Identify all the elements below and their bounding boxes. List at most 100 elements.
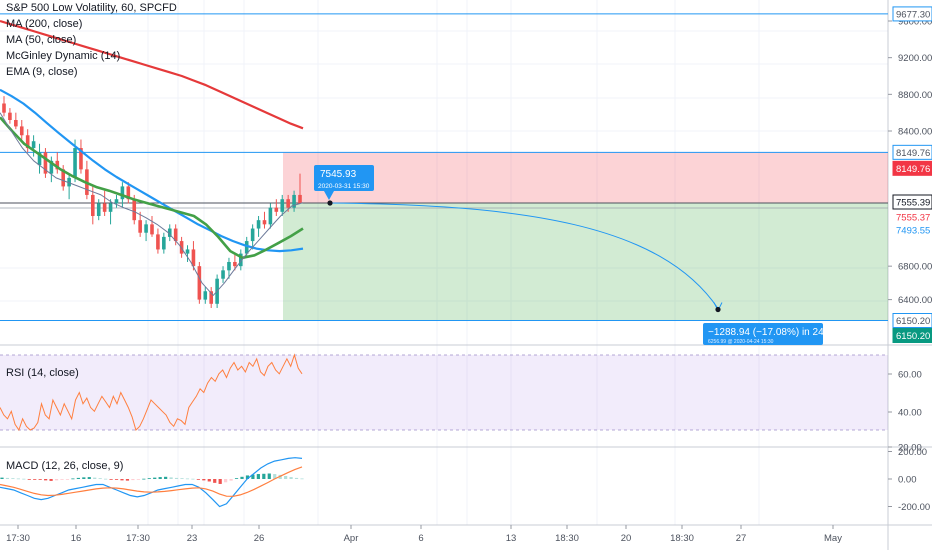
macd-histogram-bar[interactable] xyxy=(207,479,211,482)
candle-body[interactable] xyxy=(197,266,202,300)
ma200-line[interactable] xyxy=(0,19,304,130)
macd-histogram-bar[interactable] xyxy=(27,479,31,480)
main-price-pane[interactable]: 7545.93 2020-03-31 15:30 −1288.94 (−17.08%… xyxy=(0,13,888,345)
candle-body[interactable] xyxy=(156,234,160,250)
price-label-box[interactable] xyxy=(892,194,932,210)
indicator-ma200[interactable]: MA (200, close) xyxy=(6,18,83,30)
macd-histogram-bar[interactable] xyxy=(71,478,75,480)
candle-body[interactable] xyxy=(286,199,290,208)
macd-histogram-bar[interactable] xyxy=(218,479,222,484)
candle-body[interactable] xyxy=(162,236,166,250)
profit-target-zone[interactable] xyxy=(283,203,888,321)
macd-histogram-bar[interactable] xyxy=(213,479,217,483)
candle-body[interactable] xyxy=(55,160,60,170)
candle-body[interactable] xyxy=(8,112,12,120)
macd-histogram-bar[interactable] xyxy=(196,479,200,480)
ema9-line[interactable] xyxy=(0,112,304,296)
candle-body[interactable] xyxy=(298,194,302,204)
macd-histogram-bar[interactable] xyxy=(114,479,119,480)
candle-body[interactable] xyxy=(173,228,178,242)
rsi-title[interactable]: RSI (14, close) xyxy=(6,367,79,379)
candle-body[interactable] xyxy=(227,261,231,271)
signal-line[interactable] xyxy=(0,466,303,497)
macd-histogram-bar[interactable] xyxy=(49,479,53,481)
forecast-path[interactable] xyxy=(329,202,719,309)
rsi-pane[interactable] xyxy=(0,353,888,432)
macd-histogram-bar[interactable] xyxy=(33,479,37,480)
candle-body[interactable] xyxy=(144,224,148,233)
macd-histogram-bar[interactable] xyxy=(229,479,233,481)
candle-body[interactable] xyxy=(2,103,6,113)
macd-pane[interactable] xyxy=(0,457,304,508)
candle-body[interactable] xyxy=(37,152,42,166)
candle-body[interactable] xyxy=(280,199,285,212)
macd-histogram-bar[interactable] xyxy=(245,475,250,479)
macd-histogram-bar[interactable] xyxy=(38,479,42,480)
macd-histogram-bar[interactable] xyxy=(273,474,277,479)
candle-body[interactable] xyxy=(239,253,243,267)
macd-histogram-bar[interactable] xyxy=(136,479,140,480)
candle-body[interactable] xyxy=(73,148,77,178)
indicator-mcginley[interactable]: McGinley Dynamic (14) xyxy=(6,50,121,62)
macd-histogram-bar[interactable] xyxy=(251,474,255,479)
macd-histogram-bar[interactable] xyxy=(54,479,59,481)
candle-body[interactable] xyxy=(191,249,196,267)
candle-body[interactable] xyxy=(250,228,255,242)
macd-histogram-bar[interactable] xyxy=(224,479,228,483)
macd-histogram-bar[interactable] xyxy=(65,479,70,480)
exit-point[interactable] xyxy=(715,306,721,313)
macd-histogram-bar[interactable] xyxy=(125,479,130,481)
macd-histogram-bar[interactable] xyxy=(5,477,10,479)
macd-histogram-bar[interactable] xyxy=(289,477,293,479)
symbol-title[interactable]: S&P 500 Low Volatility, 60, SPCFD xyxy=(6,2,177,14)
price-label-box[interactable] xyxy=(892,6,932,22)
macd-histogram-bar[interactable] xyxy=(44,479,48,481)
entry-point[interactable] xyxy=(327,200,333,206)
macd-histogram-bar[interactable] xyxy=(142,478,146,480)
macd-histogram-bar[interactable] xyxy=(294,477,299,479)
macd-histogram-bar[interactable] xyxy=(191,478,195,480)
candle-body[interactable] xyxy=(108,203,113,212)
candle-body[interactable] xyxy=(179,241,184,254)
candle-body[interactable] xyxy=(126,186,131,200)
macd-histogram-bar[interactable] xyxy=(300,478,304,480)
candle-body[interactable] xyxy=(244,241,249,254)
candle-body[interactable] xyxy=(274,207,279,212)
macd-histogram-bar[interactable] xyxy=(262,473,266,479)
entry-callout[interactable] xyxy=(314,165,374,191)
candle-body[interactable] xyxy=(102,203,107,212)
candle-body[interactable] xyxy=(79,148,83,170)
price-label-box[interactable] xyxy=(893,210,932,224)
candle-body[interactable] xyxy=(120,186,125,200)
macd-histogram-bar[interactable] xyxy=(164,476,168,479)
candle-body[interactable] xyxy=(19,126,24,136)
candle-body[interactable] xyxy=(132,199,137,221)
macd-histogram-bar[interactable] xyxy=(104,478,108,480)
candle-body[interactable] xyxy=(91,194,95,216)
macd-histogram-bar[interactable] xyxy=(267,473,271,480)
macd-histogram-bar[interactable] xyxy=(76,477,80,479)
candle-body[interactable] xyxy=(96,203,101,216)
price-label-box[interactable] xyxy=(892,328,932,343)
macd-histogram-bar[interactable] xyxy=(22,478,26,480)
candle-body[interactable] xyxy=(114,199,119,204)
price-axis[interactable]: 9600.00 9200.00 8800.00 8400.00 6800.00 6400.… xyxy=(888,6,932,513)
macd-histogram-bar[interactable] xyxy=(180,478,184,479)
macd-histogram-bar[interactable] xyxy=(131,479,135,481)
candle-body[interactable] xyxy=(25,135,30,149)
stop-loss-zone[interactable] xyxy=(283,152,888,203)
result-callout[interactable] xyxy=(703,323,823,345)
macd-histogram-bar[interactable] xyxy=(185,478,190,480)
time-axis[interactable]: 17:30 16 17:30 23 26 Apr 6 13 18:30 20 18:30 27 May xyxy=(6,525,842,544)
price-label-box[interactable] xyxy=(892,313,932,328)
macd-histogram-bar[interactable] xyxy=(174,477,179,479)
candle-body[interactable] xyxy=(138,220,142,233)
price-label-box[interactable] xyxy=(892,160,932,176)
macd-histogram-bar[interactable] xyxy=(256,474,260,479)
macd-histogram-bar[interactable] xyxy=(120,479,124,481)
macd-histogram-bar[interactable] xyxy=(169,477,173,479)
indicator-ma50[interactable]: MA (50, close) xyxy=(6,34,77,46)
macd-histogram-bar[interactable] xyxy=(11,478,15,479)
candle-body[interactable] xyxy=(209,291,213,304)
